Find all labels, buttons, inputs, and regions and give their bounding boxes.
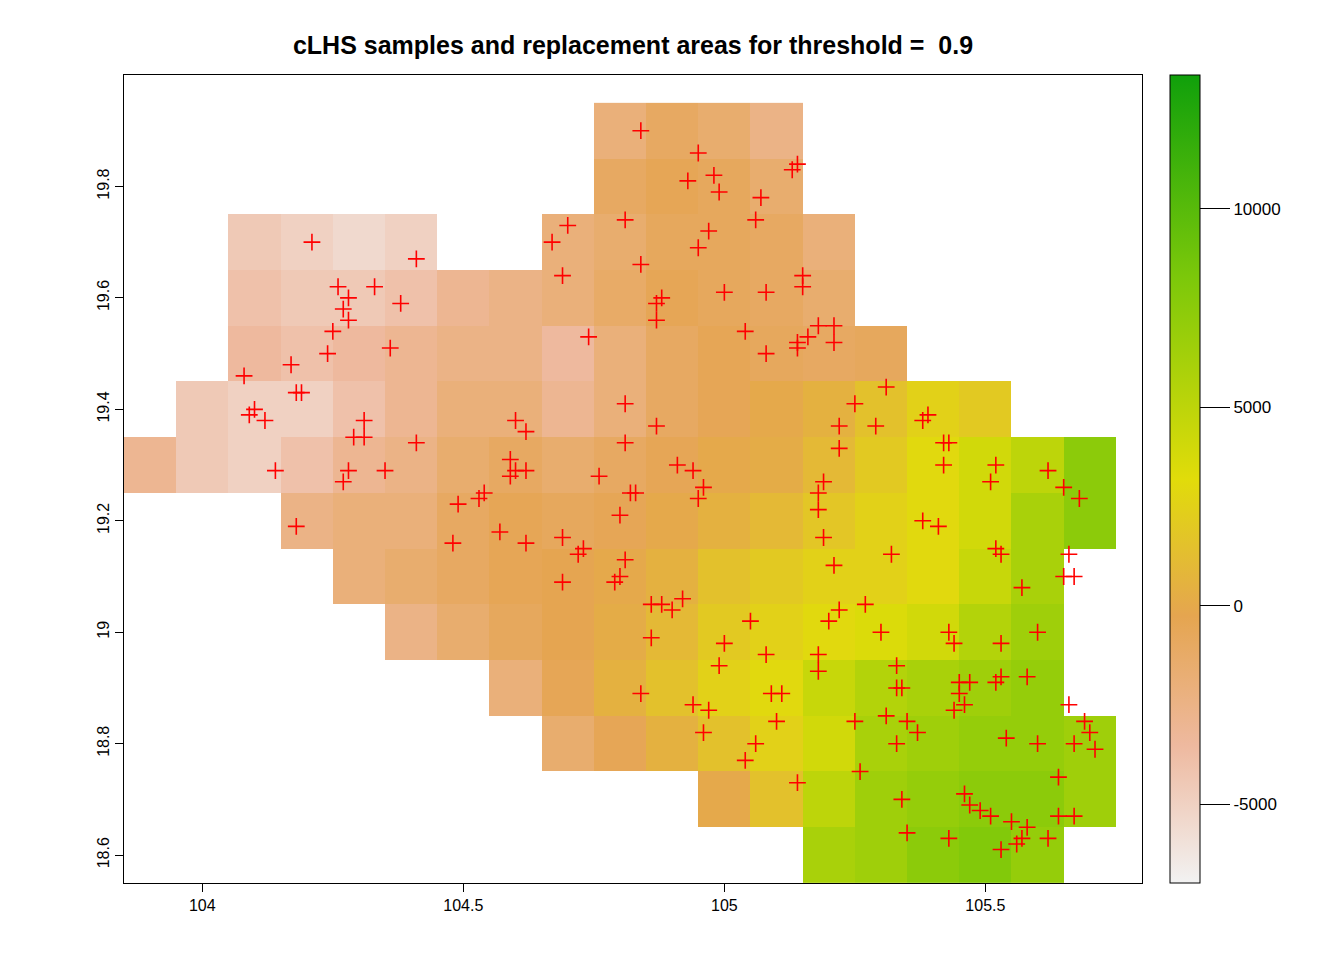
svg-text:5000: 5000	[1233, 398, 1271, 417]
svg-text:19.2: 19.2	[95, 503, 112, 534]
svg-text:104.5: 104.5	[443, 897, 483, 914]
svg-text:19.8: 19.8	[95, 168, 112, 199]
svg-text:10000: 10000	[1233, 200, 1280, 219]
svg-text:19.6: 19.6	[95, 280, 112, 311]
svg-text:19: 19	[95, 621, 112, 639]
svg-text:-5000: -5000	[1233, 795, 1276, 814]
svg-text:19.4: 19.4	[95, 391, 112, 422]
svg-text:18.8: 18.8	[95, 726, 112, 757]
svg-text:105: 105	[711, 897, 738, 914]
svg-text:cLHS samples and replacement a: cLHS samples and replacement areas for t…	[293, 31, 973, 59]
svg-text:104: 104	[189, 897, 216, 914]
svg-text:18.6: 18.6	[95, 837, 112, 868]
svg-text:105.5: 105.5	[965, 897, 1005, 914]
svg-text:0: 0	[1233, 597, 1242, 616]
